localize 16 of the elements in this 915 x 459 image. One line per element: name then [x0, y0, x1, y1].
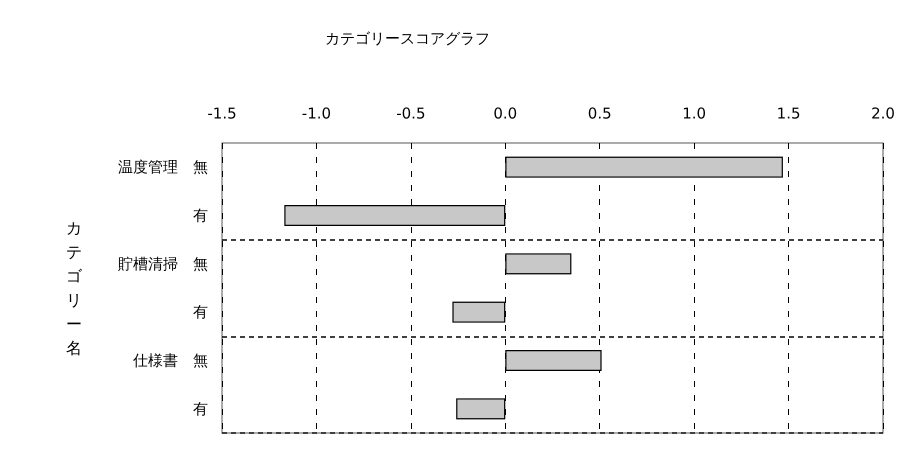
y-tick-label: 仕様書 無 [132, 352, 208, 370]
y-tick-label: 有 [193, 400, 208, 418]
y-tick-label: 有 [193, 206, 208, 224]
x-tick-label: -1.0 [302, 104, 332, 122]
x-tick-label: -0.5 [396, 104, 426, 122]
x-tick-label: 2.0 [871, 104, 895, 122]
x-tick-label: 0.5 [588, 104, 612, 122]
x-tick-label: 1.0 [682, 104, 706, 122]
y-axis-title: カテゴリー名 [66, 218, 83, 358]
y-tick-label: 貯槽清掃 無 [118, 254, 208, 273]
y-tick-label: 温度管理 無 [118, 158, 208, 176]
chart-title: カテゴリースコアグラフ [325, 30, 490, 48]
x-tick-label: -1.5 [207, 104, 237, 122]
y-tick-label: 有 [193, 303, 208, 322]
x-tick-label: 0.0 [493, 104, 518, 122]
x-tick-label: 1.5 [776, 104, 800, 122]
